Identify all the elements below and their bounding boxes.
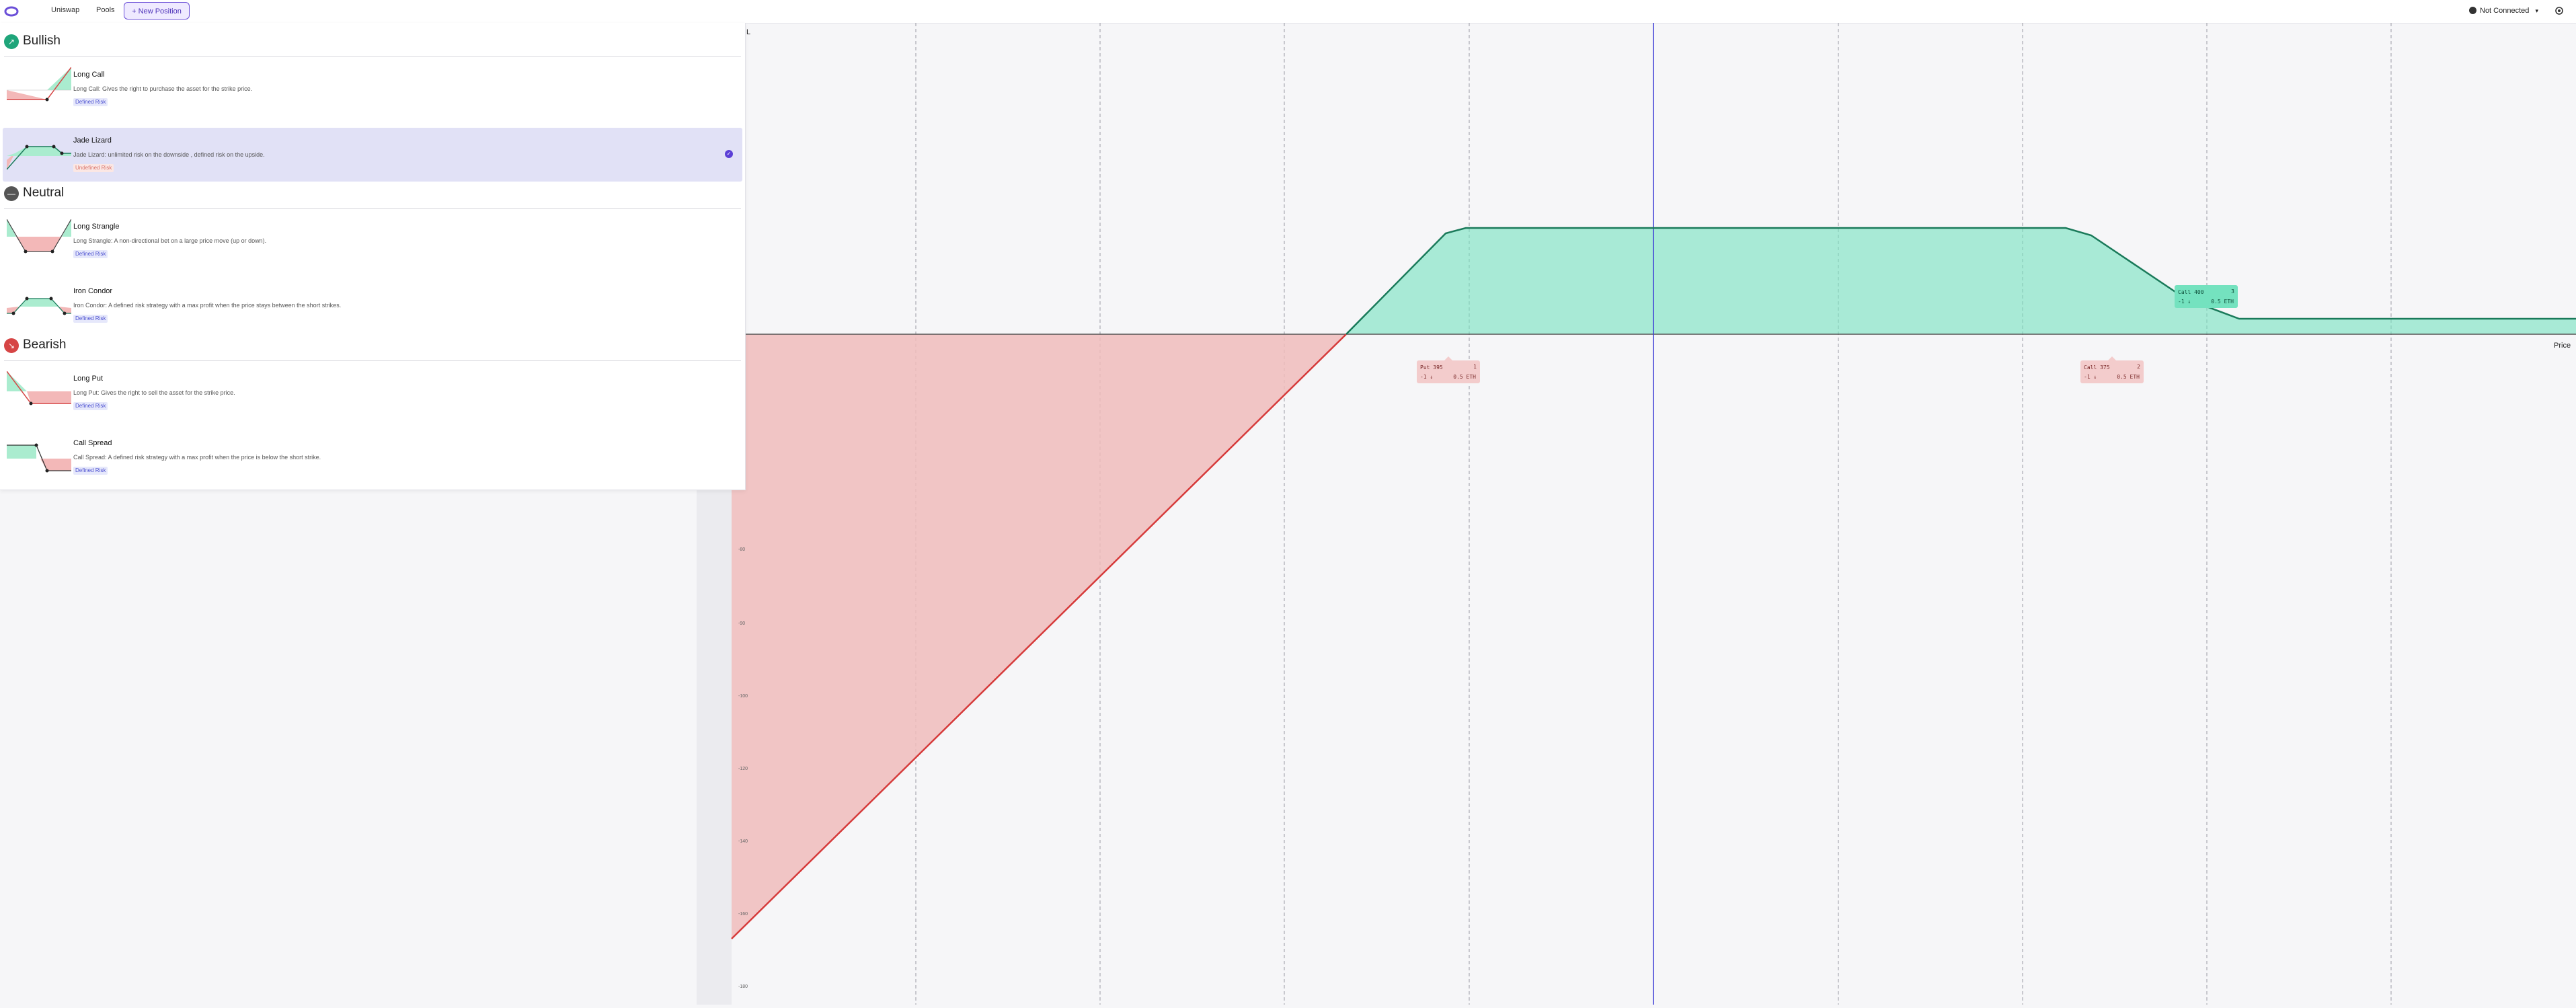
y-tick-label: -140: [738, 839, 748, 844]
risk-badge: Defined Risk: [73, 402, 108, 410]
strategy-name: Jade Lizard: [73, 137, 112, 145]
risk-badge: Defined Risk: [73, 467, 108, 475]
section-title: Bullish: [23, 34, 61, 48]
y-tick-label: -90: [738, 621, 746, 626]
long-call-payoff-thumbnail: [7, 67, 71, 102]
leg-tooltip-call[interactable]: Call 375 2 -1 ↓ 0.5 ETH: [2080, 360, 2144, 383]
strategy-description: Call Spread: A defined risk strategy wit…: [73, 454, 321, 461]
x-axis-label: Price: [2554, 342, 2571, 350]
strategy-name: Long Strangle: [73, 223, 120, 231]
strategy-name: Call Spread: [73, 439, 112, 447]
section-divider: [4, 208, 741, 209]
nav-link-uniswap[interactable]: Uniswap: [51, 6, 80, 14]
payoff-chart[interactable]: L Price -80 -90 -100 -120 -140 -160 -180…: [0, 23, 2576, 1005]
top-bar: Uniswap Pools + New Position Not Connect…: [0, 0, 2576, 24]
section-divider: [4, 360, 741, 361]
strategy-item-long-strangle[interactable]: Long Strangle Long Strangle: A non-direc…: [3, 214, 742, 268]
wallet-icon: [2469, 7, 2476, 14]
strategy-description: Long Call: Gives the right to purchase t…: [73, 85, 253, 92]
strategy-description: Long Strangle: A non-directional bet on …: [73, 237, 267, 244]
call-spread-payoff-thumbnail: [7, 443, 71, 473]
leg-qty: -1 ↓: [2084, 374, 2097, 380]
leg-size: 0.5 ETH: [2117, 374, 2140, 380]
new-position-button[interactable]: + New Position: [124, 2, 190, 20]
leg-tooltip-call-short[interactable]: Call 400 3 -1 ↓ 0.5 ETH: [2175, 285, 2238, 308]
strategy-item-long-put[interactable]: Long Put Long Put: Gives the right to se…: [3, 366, 742, 420]
risk-badge: Defined Risk: [73, 98, 108, 106]
y-tick-label: -180: [738, 984, 748, 989]
strategy-item-call-spread[interactable]: Call Spread Call Spread: A defined risk …: [3, 430, 742, 484]
leg-tooltip-put[interactable]: Put 395 1 -1 ↓ 0.5 ETH: [1417, 360, 1480, 383]
y-tick-label: -100: [738, 694, 748, 699]
gear-icon[interactable]: [2554, 5, 2565, 16]
strategy-item-jade-lizard[interactable]: Jade Lizard Jade Lizard: unlimited risk …: [3, 128, 742, 182]
y-tick-label: -120: [738, 767, 748, 771]
strategy-panel: ↗ Bullish Long Call Long Call: Gives the…: [0, 23, 746, 490]
y-axis-label: L: [746, 28, 751, 36]
y-tick-label: -80: [738, 547, 746, 552]
tooltip-pointer: [2108, 356, 2116, 360]
leg-qty: -1 ↓: [1420, 374, 1434, 380]
leg-tag: 2: [2137, 364, 2140, 370]
tooltip-pointer: [1444, 356, 1452, 360]
long-put-payoff-thumbnail: [7, 371, 71, 405]
strategy-item-iron-condor[interactable]: Iron Condor Iron Condor: A defined risk …: [3, 278, 742, 332]
payoff-curve-profit: [1345, 227, 2576, 335]
jade-lizard-payoff-thumbnail: [7, 145, 71, 170]
leg-title: Put 395: [1420, 364, 1443, 371]
payoff-curve-loss: [731, 334, 1347, 939]
leg-qty: -1 ↓: [2178, 299, 2191, 305]
strategy-name: Iron Condor: [73, 287, 113, 295]
nav-link-pools[interactable]: Pools: [96, 6, 115, 14]
minus-icon: —: [4, 186, 19, 201]
connection-label: Not Connected: [2480, 7, 2530, 15]
long-strangle-payoff-thumbnail: [7, 219, 71, 254]
trend-up-icon: ↗: [4, 34, 19, 49]
leg-tag: 3: [2231, 288, 2234, 295]
leg-title: Call 400: [2178, 289, 2204, 295]
leg-tag: 1: [1473, 364, 1477, 370]
strategy-description: Long Put: Gives the right to sell the as…: [73, 389, 235, 396]
strategy-description: Jade Lizard: unlimited risk on the downs…: [73, 151, 265, 158]
iron-condor-payoff-thumbnail: [7, 297, 71, 315]
leg-title: Call 375: [2084, 364, 2110, 371]
connection-status-button[interactable]: Not Connected ▾: [2469, 7, 2538, 15]
selected-check-icon: ✓: [725, 150, 733, 158]
section-title: Bearish: [23, 338, 67, 352]
section-divider: [4, 56, 741, 57]
leg-size: 0.5 ETH: [1453, 374, 1476, 380]
strategy-description: Iron Condor: A defined risk strategy wit…: [73, 302, 342, 309]
strategy-item-long-call[interactable]: Long Call Long Call: Gives the right to …: [3, 62, 742, 116]
leg-size: 0.5 ETH: [2211, 299, 2234, 305]
chevron-down-icon: ▾: [2535, 7, 2538, 14]
y-tick-label: -160: [738, 912, 748, 917]
section-title: Neutral: [23, 186, 65, 200]
strategy-name: Long Put: [73, 375, 104, 383]
risk-badge: Defined Risk: [73, 315, 108, 323]
payoff-chart-svg: [697, 23, 2576, 1005]
strategy-name: Long Call: [73, 71, 105, 79]
trend-down-icon: ↘: [4, 338, 19, 353]
risk-badge: Undefined Risk: [73, 164, 114, 172]
app-logo-icon[interactable]: [4, 4, 19, 19]
risk-badge: Defined Risk: [73, 250, 108, 258]
